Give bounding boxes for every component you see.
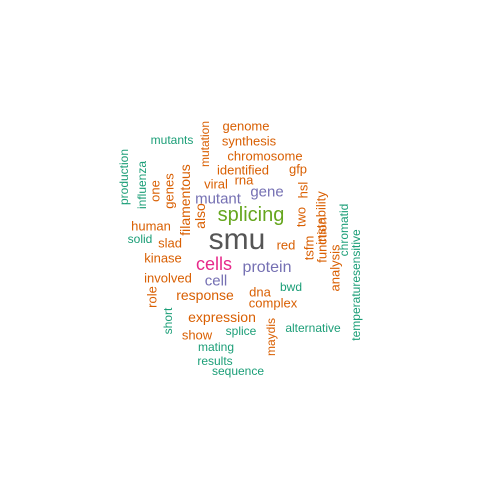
word-bwd: bwd — [279, 280, 303, 294]
word-also: also — [192, 203, 208, 229]
word-cells: cells — [195, 254, 233, 274]
word-filamentous: filamentous — [177, 164, 193, 236]
word-short: short — [161, 307, 175, 335]
word-role: role — [144, 286, 160, 308]
word-splicing: splicing — [217, 204, 285, 226]
word-genome: genome — [222, 118, 270, 134]
word-kinase: kinase — [144, 250, 182, 266]
word-viral: viral — [204, 176, 228, 192]
word-mutation: mutation — [198, 120, 212, 168]
word-show: show — [181, 327, 213, 343]
word-synthesis: synthesis — [221, 133, 277, 149]
word-human: human — [131, 218, 171, 234]
word-slad: slad — [158, 235, 182, 251]
word-smu: smu — [208, 223, 266, 256]
word-red: red — [276, 237, 296, 253]
word-hsl: hsl — [295, 181, 311, 199]
word-response: response — [176, 287, 234, 303]
word-identified: identified — [216, 162, 270, 178]
word-gfp: gfp — [288, 161, 308, 177]
word-complex: complex — [248, 295, 298, 311]
word-maydis: maydis — [264, 317, 278, 357]
word-sequence: sequence — [211, 364, 265, 378]
word-mating: mating — [197, 340, 235, 354]
word-cell: cell — [204, 272, 228, 290]
word-solid: solid — [127, 232, 153, 246]
word-rna: rna — [234, 172, 254, 188]
word-temperaturesensitive: temperaturesensitive — [349, 229, 363, 341]
word-two: two — [293, 206, 309, 228]
word-alternative: alternative — [285, 321, 341, 335]
word-splice: splice — [225, 324, 257, 338]
word-protein: protein — [242, 259, 292, 276]
word-mutants: mutants — [150, 133, 194, 147]
word-mutant: mutant — [195, 190, 241, 208]
word-production: production — [117, 148, 131, 206]
word-expression: expression — [188, 309, 256, 325]
word-results: results — [197, 354, 233, 368]
word-dna: dna — [249, 284, 271, 300]
word-instability: instability — [313, 191, 329, 245]
word-one: one — [147, 180, 163, 202]
word-chromosome: chromosome — [227, 148, 303, 164]
word-involved: involved — [144, 270, 192, 286]
word-genes: genes — [161, 173, 177, 209]
word-gene: gene — [250, 183, 284, 201]
word-influenza: influenza — [135, 160, 149, 210]
